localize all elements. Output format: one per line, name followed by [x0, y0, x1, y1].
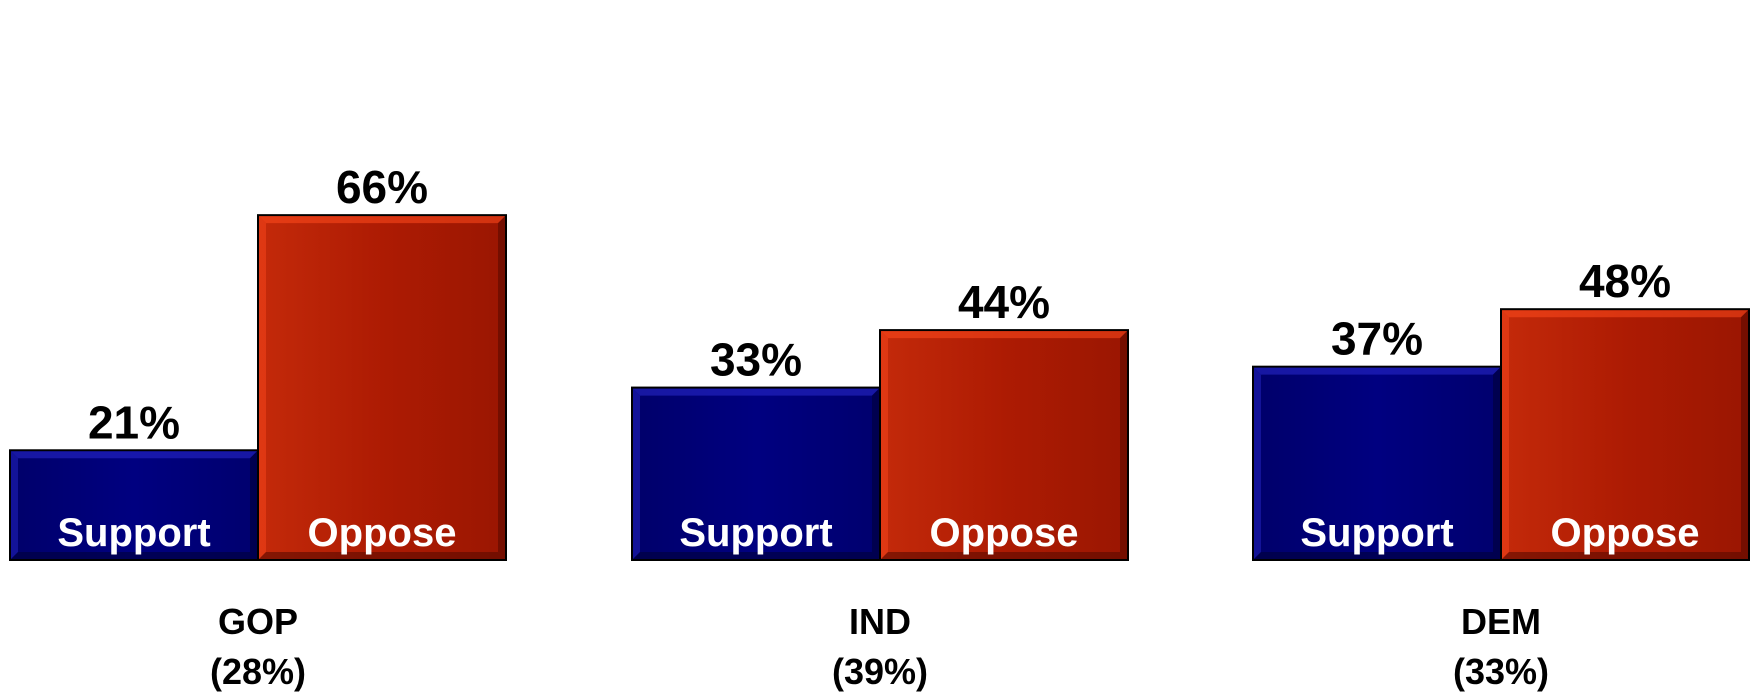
- bar-dem-support: [1252, 365, 1502, 561]
- series-label-support: Support: [57, 511, 210, 555]
- category-share-ind: (39%): [832, 651, 928, 692]
- category-label-ind: IND: [849, 601, 911, 642]
- bar-dem-oppose: [1500, 308, 1750, 562]
- value-label-gop-oppose: 66%: [336, 161, 428, 213]
- value-label-dem-support: 37%: [1331, 313, 1423, 365]
- bar-ind-support: [631, 386, 881, 562]
- category-label-dem: DEM: [1461, 601, 1541, 642]
- series-label-oppose: Oppose: [308, 511, 457, 555]
- category-share-gop: (28%): [210, 651, 306, 692]
- category-label-gop: GOP: [218, 601, 298, 642]
- bar-ind-oppose: [879, 329, 1129, 561]
- value-label-ind-support: 33%: [710, 334, 802, 386]
- value-label-dem-oppose: 48%: [1579, 255, 1671, 307]
- category-share-dem: (33%): [1453, 651, 1549, 692]
- series-label-support: Support: [1300, 511, 1453, 555]
- series-label-support: Support: [679, 511, 832, 555]
- value-label-ind-oppose: 44%: [958, 276, 1050, 328]
- series-label-oppose: Oppose: [930, 511, 1079, 555]
- series-label-oppose: Oppose: [1551, 511, 1700, 555]
- bar-gop-support: [9, 449, 259, 561]
- bar-gop-oppose: [257, 214, 507, 561]
- value-label-gop-support: 21%: [88, 396, 180, 448]
